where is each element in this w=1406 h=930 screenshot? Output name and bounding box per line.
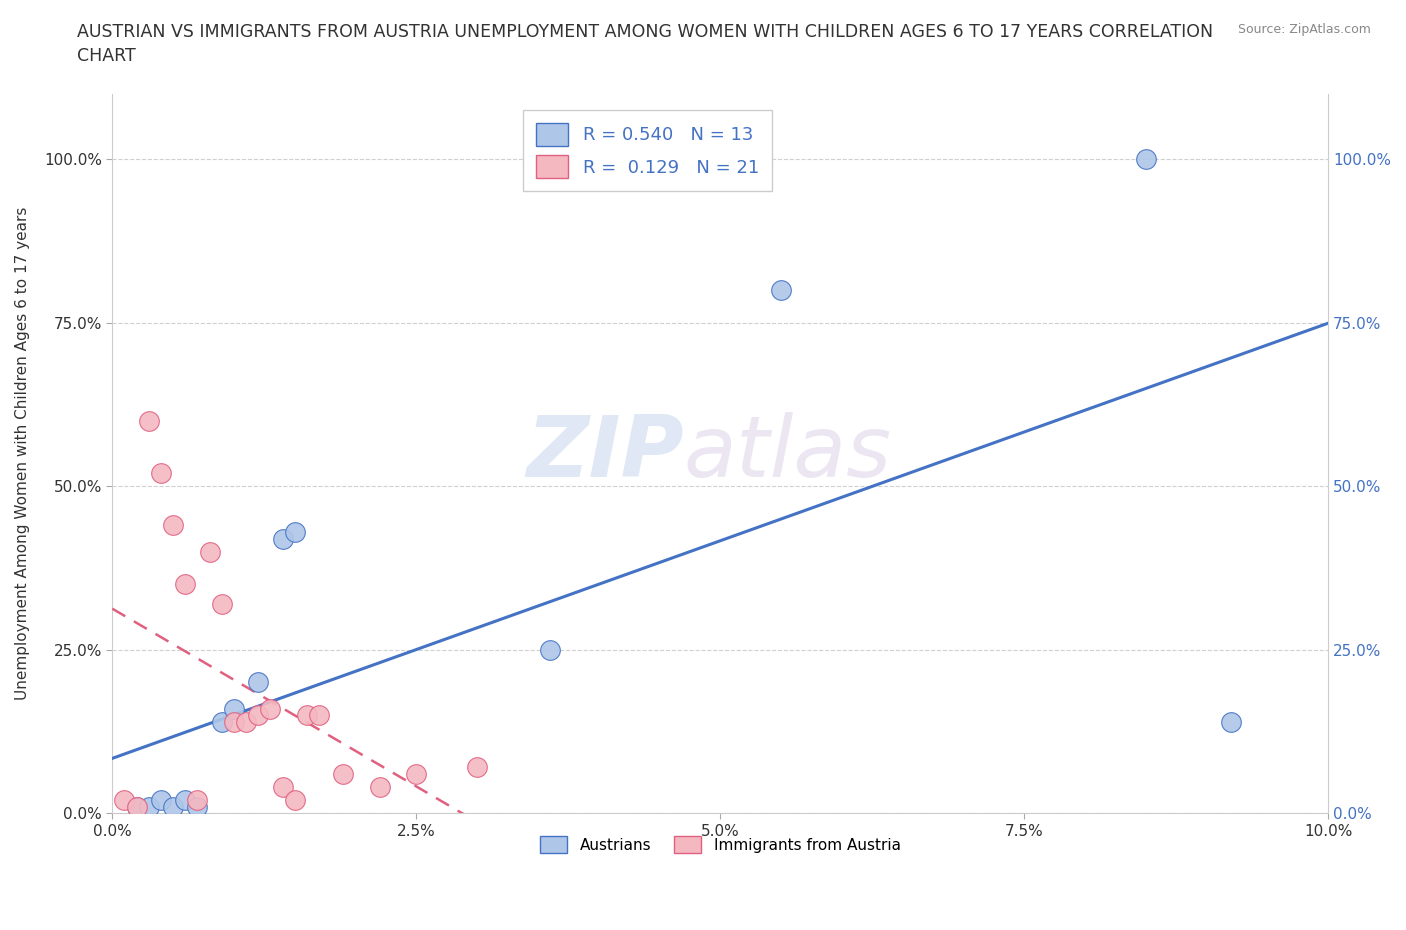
Point <box>222 701 245 716</box>
Point <box>149 466 172 481</box>
Point <box>211 596 233 611</box>
Point <box>211 714 233 729</box>
Point <box>271 531 294 546</box>
Point <box>1219 714 1241 729</box>
Point <box>368 779 391 794</box>
Text: AUSTRIAN VS IMMIGRANTS FROM AUSTRIA UNEMPLOYMENT AMONG WOMEN WITH CHILDREN AGES : AUSTRIAN VS IMMIGRANTS FROM AUSTRIA UNEM… <box>77 23 1213 65</box>
Text: Source: ZipAtlas.com: Source: ZipAtlas.com <box>1237 23 1371 36</box>
Point <box>332 766 354 781</box>
Text: ZIP: ZIP <box>526 412 683 495</box>
Point <box>198 544 221 559</box>
Point <box>405 766 427 781</box>
Point <box>138 414 160 429</box>
Text: atlas: atlas <box>683 412 891 495</box>
Point <box>125 799 148 814</box>
Point <box>769 283 792 298</box>
Point <box>538 643 561 658</box>
Point <box>222 714 245 729</box>
Point <box>138 799 160 814</box>
Point <box>235 714 257 729</box>
Y-axis label: Unemployment Among Women with Children Ages 6 to 17 years: Unemployment Among Women with Children A… <box>15 206 30 700</box>
Point <box>174 792 197 807</box>
Point <box>125 799 148 814</box>
Point <box>284 792 307 807</box>
Point <box>186 799 208 814</box>
Legend: Austrians, Immigrants from Austria: Austrians, Immigrants from Austria <box>534 830 907 859</box>
Point <box>284 525 307 539</box>
Point <box>114 792 136 807</box>
Point <box>162 799 184 814</box>
Point <box>174 577 197 591</box>
Point <box>247 708 270 723</box>
Point <box>295 708 318 723</box>
Point <box>308 708 330 723</box>
Point <box>1135 152 1157 166</box>
Point <box>271 779 294 794</box>
Point <box>162 518 184 533</box>
Point <box>465 760 488 775</box>
Point <box>247 675 270 690</box>
Point <box>186 792 208 807</box>
Point <box>149 792 172 807</box>
Point <box>259 701 281 716</box>
